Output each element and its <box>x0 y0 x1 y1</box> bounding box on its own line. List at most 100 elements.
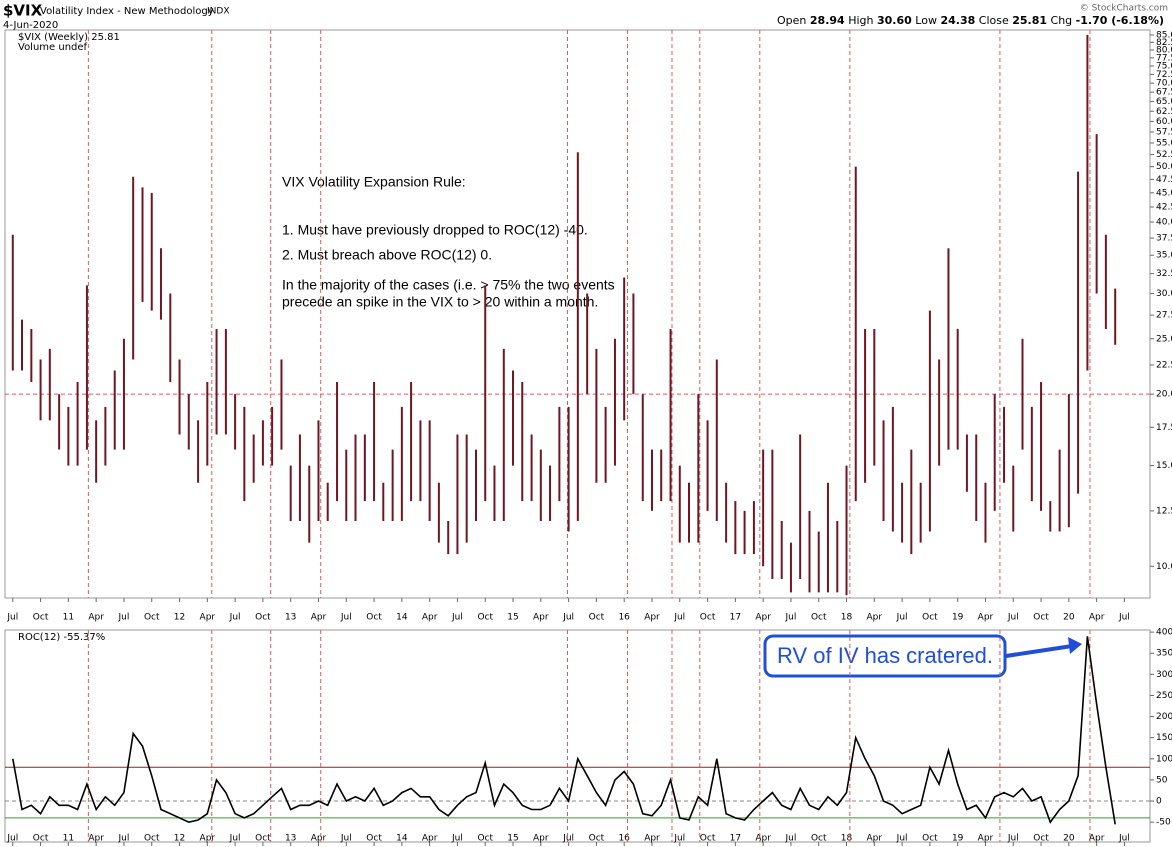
y-tick-label: 77.5 <box>1156 53 1172 63</box>
y-tick-label: 55.0 <box>1156 138 1172 148</box>
x-tick-label: Oct <box>811 613 827 623</box>
x-tick-label: Jul <box>451 834 463 844</box>
x-tick-label: Oct <box>811 834 827 844</box>
y-tick-label: 10.0 <box>1156 562 1172 572</box>
y-tick-label: 40.0 <box>1156 218 1172 228</box>
roc-panel <box>4 629 1151 843</box>
x-tick-label: Oct <box>144 834 160 844</box>
symbol-name: Volatility Index - New Methodology <box>40 6 214 17</box>
y-tick-label: 57.5 <box>1156 127 1172 137</box>
y-tick-label: -50 <box>1156 818 1171 828</box>
y-tick-label: 60.0 <box>1156 117 1172 127</box>
quote-label: Open <box>777 14 806 27</box>
x-tick-label: 14 <box>396 613 408 623</box>
x-tick-label: Oct <box>366 834 382 844</box>
annotation-line: 1. Must have previously dropped to ROC(1… <box>282 222 588 238</box>
y-tick-label: 67.5 <box>1156 88 1172 98</box>
x-tick-label: Oct <box>1033 613 1049 623</box>
x-tick-label: Jul <box>229 613 241 623</box>
x-tick-label: Apr <box>644 613 660 623</box>
x-tick-label: Jul <box>673 834 685 844</box>
x-tick-label: Apr <box>867 834 883 844</box>
x-tick-label: Jul <box>118 834 130 844</box>
callout-text: RV of IV has cratered. <box>777 643 993 668</box>
x-tick-label: Oct <box>700 834 716 844</box>
x-tick-label: Apr <box>422 613 438 623</box>
quote-label: Low <box>915 14 937 27</box>
y-tick-label: 100 <box>1156 754 1172 764</box>
x-tick-label: 20 <box>1063 834 1075 844</box>
x-tick-label: Apr <box>1089 613 1105 623</box>
x-tick-label: Apr <box>1089 834 1105 844</box>
x-tick-label: Oct <box>922 834 938 844</box>
y-tick-label: 32.5 <box>1156 269 1172 279</box>
x-tick-label: Oct <box>33 834 49 844</box>
annotation-line: 2. Must breach above ROC(12) 0. <box>282 247 492 263</box>
x-tick-label: 13 <box>285 834 296 844</box>
x-tick-label: Jul <box>673 613 685 623</box>
x-tick-label: 11 <box>63 613 74 623</box>
x-tick-label: Jul <box>562 613 574 623</box>
roc-line <box>12 636 1116 825</box>
x-tick-label: 16 <box>618 834 630 844</box>
x-tick-label: Jul <box>562 834 574 844</box>
symbol: $VIX <box>3 2 43 20</box>
annotation-line: VIX Volatility Expansion Rule: <box>282 174 466 190</box>
x-tick-label: Oct <box>477 613 493 623</box>
x-tick-label: 19 <box>952 834 964 844</box>
x-tick-label: 15 <box>507 613 518 623</box>
x-tick-label: 19 <box>952 613 964 623</box>
y-tick-label: 80.0 <box>1156 45 1172 55</box>
y-tick-label: 200 <box>1156 712 1172 722</box>
annotation-line: In the majority of the cases (i.e. > 75%… <box>282 277 615 293</box>
date: 4-Jun-2020 <box>3 20 58 31</box>
quote-value: 25.81 <box>1012 14 1047 27</box>
x-tick-label: Jul <box>1007 834 1019 844</box>
x-tick-label: Apr <box>200 834 216 844</box>
x-tick-label: Oct <box>33 613 49 623</box>
y-tick-label: 0 <box>1156 797 1162 807</box>
y-tick-label: 50.0 <box>1156 162 1172 172</box>
x-tick-label: Jul <box>6 834 18 844</box>
x-tick-label: Oct <box>477 834 493 844</box>
y-tick-label: 20.0 <box>1156 390 1172 400</box>
x-tick-label: Oct <box>1033 834 1049 844</box>
x-tick-label: Jul <box>896 834 908 844</box>
callout-box <box>763 634 1007 678</box>
y-tick-label: 30.0 <box>1156 289 1172 299</box>
x-tick-label: Apr <box>533 834 549 844</box>
x-tick-label: Oct <box>589 613 605 623</box>
y-tick-label: 50 <box>1156 775 1168 785</box>
x-tick-label: Oct <box>922 613 938 623</box>
y-tick-label: 37.5 <box>1156 234 1172 244</box>
y-tick-label: 300 <box>1156 670 1172 680</box>
x-tick-label: Jul <box>1007 613 1019 623</box>
x-tick-label: Apr <box>422 834 438 844</box>
volume-legend: Volume undef <box>18 42 88 53</box>
callout-arrowhead <box>1068 637 1082 654</box>
quote-label: High <box>848 14 873 27</box>
x-tick-label: Jul <box>229 834 241 844</box>
quote-value: 24.38 <box>940 14 975 27</box>
roc-legend: ROC(12) -55.37% <box>18 632 105 643</box>
x-tick-label: Jul <box>1118 613 1130 623</box>
x-tick-label: Apr <box>311 834 327 844</box>
x-tick-label: Apr <box>755 613 771 623</box>
quote-value: 30.60 <box>877 14 912 27</box>
x-tick-label: Apr <box>867 613 883 623</box>
exchange: INDX <box>207 7 229 17</box>
x-tick-label: Jul <box>451 613 463 623</box>
x-tick-label: 15 <box>507 834 518 844</box>
y-tick-label: 82.5 <box>1156 38 1172 48</box>
x-tick-label: 14 <box>396 834 408 844</box>
x-tick-label: Apr <box>311 613 327 623</box>
x-tick-label: 16 <box>618 613 630 623</box>
y-tick-label: 47.5 <box>1156 175 1172 185</box>
y-tick-label: 70.0 <box>1156 79 1172 89</box>
x-tick-label: 18 <box>841 834 853 844</box>
x-tick-label: Apr <box>88 834 104 844</box>
quote-label: Chg <box>1051 14 1073 27</box>
y-tick-label: 72.5 <box>1156 70 1172 80</box>
x-tick-label: 12 <box>174 834 185 844</box>
x-tick-label: 20 <box>1063 613 1075 623</box>
